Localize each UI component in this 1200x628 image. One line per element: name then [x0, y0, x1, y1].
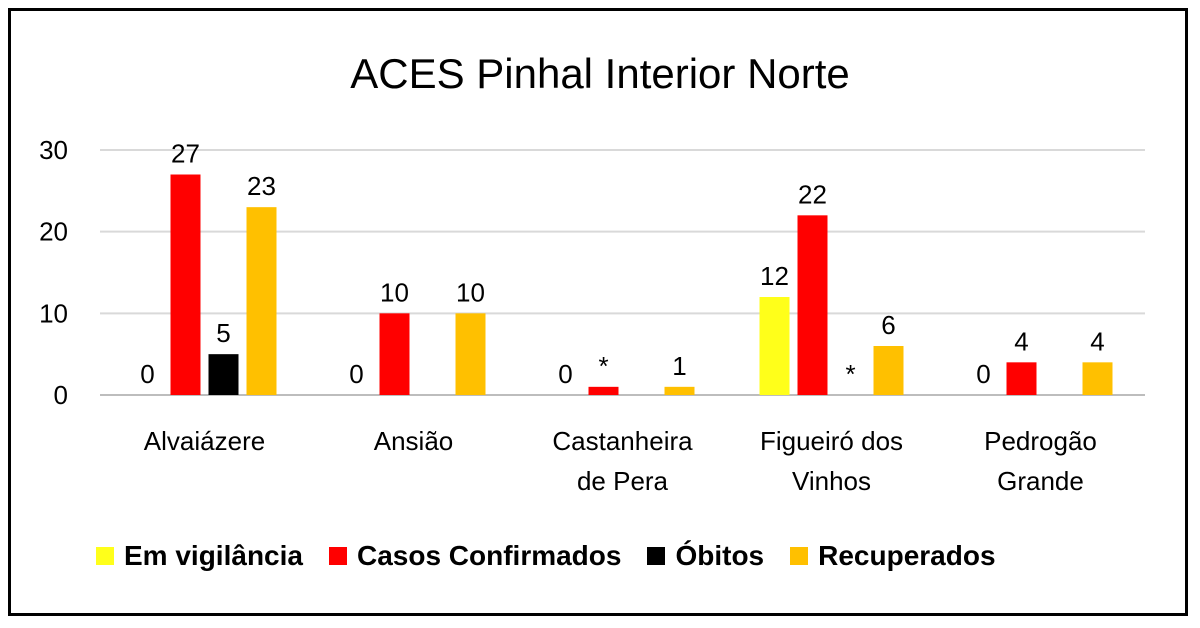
legend-label: Óbitos	[675, 540, 765, 571]
data-label: 4	[1090, 326, 1104, 356]
y-tick-label: 0	[54, 380, 68, 410]
data-label: 0	[976, 359, 990, 389]
bar	[208, 354, 239, 395]
data-label: 10	[456, 277, 485, 307]
legend-swatch	[647, 547, 666, 565]
bar	[455, 313, 486, 395]
data-label: 23	[247, 171, 276, 201]
x-tick-label: Grande	[997, 466, 1084, 496]
x-tick-label: Vinhos	[792, 466, 871, 496]
x-tick-label: Figueiró dos	[760, 426, 903, 456]
legend-label: Casos Confirmados	[356, 540, 622, 571]
data-label: 10	[380, 277, 409, 307]
bar	[873, 346, 904, 395]
data-label: 4	[1014, 326, 1028, 356]
chart-title: ACES Pinhal Interior Norte	[350, 50, 850, 97]
data-label: 12	[760, 261, 789, 291]
y-tick-label: 30	[39, 135, 68, 165]
legend-swatch	[790, 547, 809, 565]
bar	[588, 386, 619, 395]
data-label: *	[598, 351, 608, 381]
x-tick-label: Alvaiázere	[144, 426, 265, 456]
legend-item: Casos Confirmados	[328, 540, 622, 572]
bar	[664, 386, 695, 395]
data-label: 0	[349, 359, 363, 389]
bar	[797, 215, 828, 395]
bar	[170, 174, 201, 395]
data-label: 5	[216, 318, 230, 348]
x-tick-label: de Pera	[577, 466, 669, 496]
data-label: 6	[881, 310, 895, 340]
x-tick-label: Castanheira	[552, 426, 693, 456]
data-label: 1	[672, 351, 686, 381]
data-label: 0	[140, 359, 154, 389]
x-tick-label: Ansião	[374, 426, 454, 456]
legend-swatch	[96, 547, 114, 565]
data-label: 27	[171, 139, 200, 169]
bar	[246, 207, 277, 395]
bar	[759, 297, 790, 395]
legend-item: Em vigilância	[96, 540, 303, 572]
legend-label: Em vigilância	[124, 540, 303, 571]
bar	[1006, 362, 1037, 395]
data-label: 0	[558, 359, 572, 389]
legend-item: Recuperados	[790, 540, 996, 572]
bar	[1082, 362, 1113, 395]
data-label: *	[845, 359, 855, 389]
legend-label: Recuperados	[818, 540, 996, 571]
bar	[379, 313, 410, 395]
chart-legend: Em vigilância Casos Confirmados Óbitos Recu…	[96, 540, 996, 572]
x-tick-label: Pedrogão	[984, 426, 1097, 456]
y-tick-label: 20	[39, 217, 68, 247]
chart-frame	[8, 8, 1188, 616]
legend-item: Óbitos	[647, 540, 764, 572]
data-label: 22	[798, 179, 827, 209]
y-tick-label: 10	[39, 298, 68, 328]
legend-swatch	[328, 547, 347, 565]
